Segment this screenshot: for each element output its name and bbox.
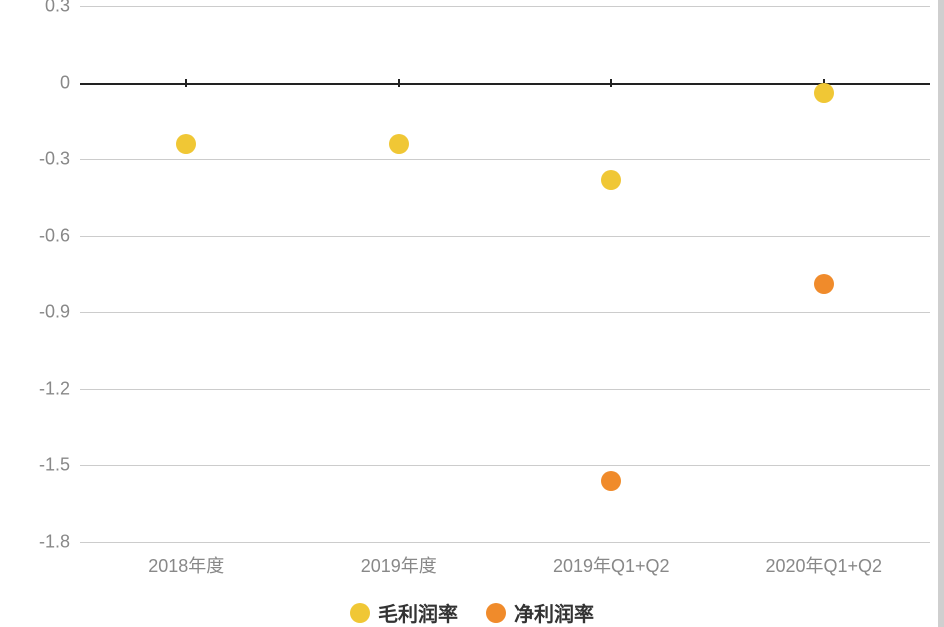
gridline <box>80 465 930 466</box>
data-point <box>814 274 834 294</box>
gridline <box>80 312 930 313</box>
y-tick-label: -1.5 <box>39 455 80 476</box>
data-point <box>176 134 196 154</box>
x-tick-label: 2019年Q1+Q2 <box>553 542 670 578</box>
legend: 毛利润率 净利润率 <box>0 598 944 627</box>
legend-swatch <box>486 603 506 623</box>
y-tick-label: -1.2 <box>39 378 80 399</box>
gridline <box>80 389 930 390</box>
legend-swatch <box>350 603 370 623</box>
x-tick-label: 2019年度 <box>361 542 437 578</box>
y-tick-label: -0.3 <box>39 149 80 170</box>
data-point <box>389 134 409 154</box>
y-tick-label: 0 <box>60 72 80 93</box>
x-tick-label: 2018年度 <box>148 542 224 578</box>
legend-item: 毛利润率 <box>350 598 458 627</box>
gridline <box>80 6 930 7</box>
zero-axis-line <box>80 83 930 85</box>
data-point <box>601 170 621 190</box>
y-tick-label: -0.9 <box>39 302 80 323</box>
data-point <box>814 83 834 103</box>
x-tick-label: 2020年Q1+Q2 <box>765 542 882 578</box>
plot-area: 0.30-0.3-0.6-0.9-1.2-1.5-1.82018年度2019年度… <box>80 6 930 542</box>
legend-label: 毛利润率 <box>378 598 458 627</box>
x-tick-mark <box>398 79 400 87</box>
gridline <box>80 159 930 160</box>
y-tick-label: -1.8 <box>39 532 80 553</box>
data-point <box>601 471 621 491</box>
legend-item: 净利润率 <box>486 598 594 627</box>
profit-margin-scatter-chart: 0.3 0 -0.3 -0.6 -0.9 -1.2 -1.5 -1.8 2018年度 2019年度… <box>0 0 944 627</box>
x-tick-mark <box>185 79 187 87</box>
legend-label: 净利润率 <box>514 598 594 627</box>
right-edge-bar <box>938 0 944 627</box>
y-tick-label: -0.6 <box>39 225 80 246</box>
y-tick-label: 0.3 <box>45 0 80 17</box>
gridline <box>80 236 930 237</box>
x-tick-mark <box>610 79 612 87</box>
